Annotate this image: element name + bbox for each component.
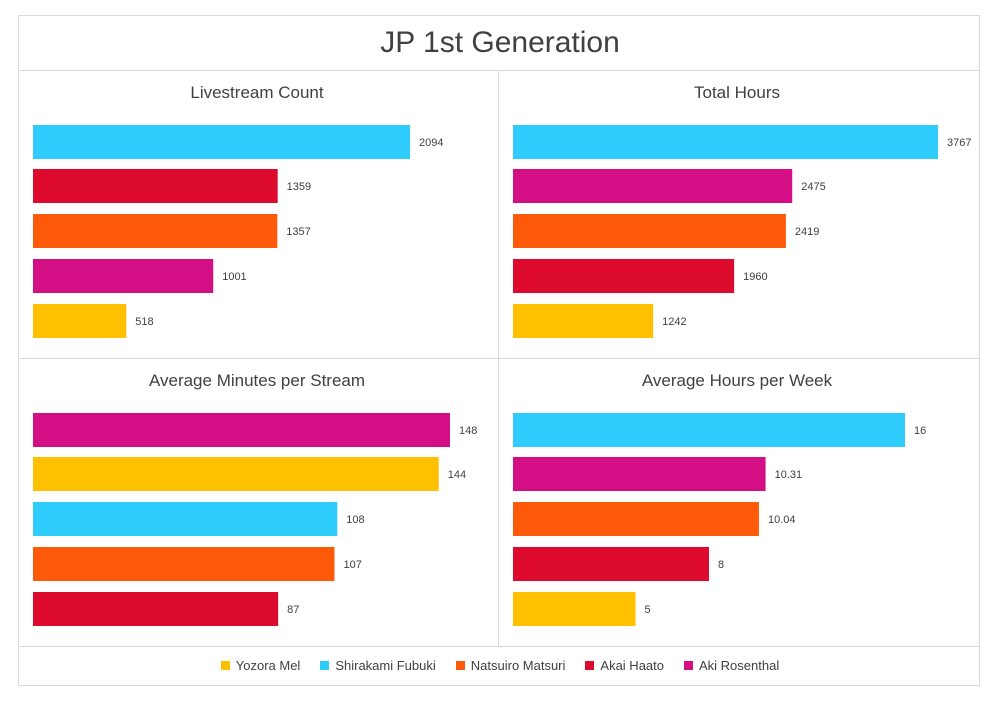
legend-swatch: [684, 660, 693, 670]
panel-title: Average Minutes per Stream: [149, 371, 365, 390]
data-label: 10.31: [775, 469, 803, 481]
panel-title: Average Hours per Week: [642, 371, 833, 390]
data-label: 5: [645, 604, 651, 616]
bar-natsuiro-matsuri: [513, 214, 786, 248]
bar-aki-rosenthal: [33, 413, 450, 447]
data-label: 2475: [801, 181, 825, 193]
bar-natsuiro-matsuri: [513, 502, 759, 536]
data-label: 87: [287, 604, 299, 616]
bar-akai-haato: [513, 547, 709, 581]
panel-title: Livestream Count: [190, 83, 324, 102]
panel-title: Total Hours: [694, 83, 780, 102]
data-label: 1357: [286, 226, 310, 238]
divider-middle: [18, 358, 980, 359]
legend-item-aki-rosenthal: Aki Rosenthal: [684, 658, 779, 673]
bar-akai-haato: [513, 259, 735, 293]
bar-aki-rosenthal: [513, 457, 766, 491]
data-label: 518: [135, 316, 153, 328]
legend-label: Aki Rosenthal: [699, 657, 780, 673]
bar-shirakami-fubuki: [513, 413, 905, 447]
data-label: 148: [459, 425, 477, 437]
bar-akai-haato: [33, 169, 278, 203]
legend-item-shirakami-fubuki: Shirakami Fubuki: [320, 657, 436, 673]
data-label: 1001: [222, 271, 246, 283]
legend-label: Yozora Mel: [235, 657, 301, 673]
legend-label: Shirakami Fubuki: [335, 657, 436, 673]
bar-shirakami-fubuki: [513, 125, 938, 159]
legend-label: Akai Haato: [600, 657, 664, 673]
data-label: 2419: [795, 226, 819, 238]
panel-1: Livestream Count 2094 1359 1357 1001 518: [33, 83, 443, 338]
bar-yozora-mel: [33, 457, 439, 491]
legend-swatch: [455, 660, 465, 670]
data-label: 16: [914, 425, 926, 437]
bar-shirakami-fubuki: [33, 125, 410, 159]
chart-frame: [18, 15, 980, 686]
panel-3: Average Minutes per Stream 148 144 108 107 87: [33, 371, 477, 626]
bar-yozora-mel: [513, 304, 654, 338]
bar-natsuiro-matsuri: [33, 547, 335, 581]
legend-swatch: [320, 660, 330, 670]
legend-swatch: [585, 660, 595, 670]
legend: Yozora Mel Shirakami Fubuki Natsuiro Matsu…: [0, 655, 1000, 675]
data-label: 1242: [662, 316, 686, 328]
legend-item-natsuiro-matsuri: Natsuiro Matsuri: [455, 657, 566, 673]
legend-label: Natsuiro Matsuri: [470, 657, 566, 673]
bar-aki-rosenthal: [513, 169, 793, 203]
bar-yozora-mel: [513, 592, 636, 626]
bar-aki-rosenthal: [33, 259, 214, 293]
bar-akai-haato: [33, 592, 279, 626]
bar-natsuiro-matsuri: [33, 214, 278, 248]
bar-shirakami-fubuki: [33, 502, 338, 536]
legend-item-yozora-mel: Yozora Mel: [220, 657, 301, 673]
divider-vertical: [498, 70, 499, 646]
main-title: JP 1st Generation: [380, 26, 620, 59]
legend-item-akai-haato: Akai Haato: [585, 658, 664, 673]
data-label: 8: [718, 559, 724, 571]
bar-yozora-mel: [33, 304, 127, 338]
divider-top: [18, 70, 980, 71]
legend-swatch: [220, 660, 230, 670]
data-label: 108: [346, 514, 364, 526]
data-label: 2094: [419, 137, 443, 149]
data-label: 107: [343, 559, 361, 571]
divider-bottom: [18, 646, 980, 647]
data-label: 1960: [743, 271, 767, 283]
data-label: 144: [448, 469, 466, 481]
data-label: 1359: [287, 181, 311, 193]
panel-2: Total Hours 3767 2475 2419 1960 1242: [513, 83, 971, 338]
data-label: 3767: [947, 137, 971, 149]
data-label: 10.04: [768, 514, 796, 526]
panel-4: Average Hours per Week 16 10.31 10.04 8 5: [513, 371, 926, 626]
